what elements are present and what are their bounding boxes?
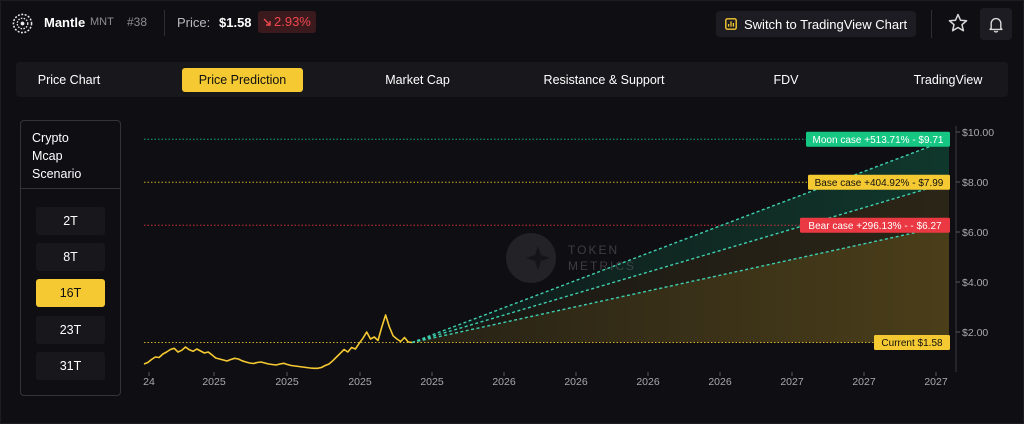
x-tick-label: 2026 — [708, 376, 732, 388]
price-prediction-chart: TOKEN METRICS $2.00 $4.00 $6.00 $8.00 $10.00… — [140, 120, 1024, 400]
current-label-bg — [874, 335, 950, 350]
header-divider-right — [931, 10, 932, 38]
switch-tradingview-button[interactable]: Switch to TradingView Chart — [716, 11, 917, 37]
scenario-2t-button[interactable]: 2T — [36, 207, 105, 235]
watermark-sparkle-icon — [526, 246, 550, 270]
x-tick-label: 2025 — [420, 376, 444, 388]
y-tick-label: $2.00 — [962, 327, 988, 339]
scenario-label-moon-case: Moon case +513.71% - $9.71 — [813, 135, 944, 146]
price-change-badge: 2.93% — [258, 11, 316, 33]
x-tick-label: 24 — [143, 376, 155, 388]
y-tick-label: $6.00 — [962, 227, 988, 239]
y-tick-label: $4.00 — [962, 277, 988, 289]
price-history — [143, 314, 413, 370]
watermark-line2: METRICS — [568, 259, 636, 273]
switch-tradingview-label: Switch to TradingView Chart — [744, 16, 908, 32]
mantle-logo-icon — [12, 13, 33, 34]
x-tick-label: 2026 — [492, 376, 516, 388]
scenario-panel-title: Crypto Mcap Scenario — [32, 131, 82, 181]
scenario-label-bg — [800, 217, 950, 233]
x-tick-label: 2027 — [852, 376, 876, 388]
tab-bar: Price Chart Price Prediction Market Cap … — [16, 62, 1008, 97]
scenario-31t-button[interactable]: 31T — [36, 352, 105, 380]
price-value: $1.58 — [219, 15, 252, 30]
tab-tradingview[interactable]: TradingView — [913, 73, 983, 87]
header: Mantle MNT #38 Price: $1.58 2.93% Switch… — [0, 0, 1024, 48]
coin-name: Mantle — [44, 15, 86, 30]
scenario-label-bg — [806, 131, 950, 147]
coin-rank: #38 — [127, 15, 148, 29]
bell-icon — [989, 17, 1003, 33]
notifications-button[interactable] — [980, 8, 1012, 40]
tab-fdv[interactable]: FDV — [773, 73, 799, 87]
projection-line-moon-case — [411, 138, 950, 344]
tab-resistance-support[interactable]: Resistance & Support — [543, 73, 665, 87]
x-tick-label: 2025 — [348, 376, 372, 388]
tab-market-cap[interactable]: Market Cap — [385, 73, 450, 87]
star-icon[interactable] — [947, 12, 969, 34]
x-tick-label: 2027 — [924, 376, 948, 388]
tab-price-chart[interactable]: Price Chart — [37, 73, 101, 87]
panel-divider — [21, 188, 120, 189]
x-axis: 24 2025 2025 2025 2025 2026 2026 2026 2026 2027 20… — [143, 372, 948, 388]
watermark: TOKEN METRICS — [506, 233, 636, 283]
scenario-label-base-case: Base case +404.92% - $7.99 — [815, 178, 944, 189]
chart-svg: TOKEN METRICS $2.00 $4.00 $6.00 $8.00 $10.00… — [143, 126, 994, 388]
arrow-down-right-icon — [263, 18, 271, 26]
projection-line-bear-case — [411, 224, 950, 344]
header-divider — [164, 10, 165, 36]
coin-symbol: MNT — [90, 16, 114, 28]
price-label: Price: — [177, 15, 211, 30]
tab-price-prediction[interactable]: Price Prediction — [182, 68, 303, 92]
target-lines — [144, 138, 950, 343]
x-tick-label: 2025 — [202, 376, 226, 388]
x-tick-label: 2027 — [780, 376, 804, 388]
y-tick-label: $8.00 — [962, 177, 988, 189]
y-tick-label: $10.00 — [962, 127, 994, 139]
current-price-label: Current $1.58 — [881, 338, 943, 349]
scenario-label-bear-case: Bear case +296.13% - - $6.27 — [808, 221, 942, 232]
price-history-line — [143, 314, 413, 370]
watermark-line1: TOKEN — [568, 243, 619, 257]
scenario-label-bg — [808, 174, 950, 190]
price-change-value: 2.93% — [274, 14, 311, 29]
scenario-labels: Moon case +513.71% - $9.71 Base case +404… — [800, 131, 950, 350]
chart-bar-icon — [725, 18, 737, 30]
y-axis: $2.00 $4.00 $6.00 $8.00 $10.00 — [955, 126, 994, 372]
scenario-panel: Crypto Mcap Scenario 2T 8T 16T 23T 31T — [20, 120, 121, 396]
projection-lines — [411, 138, 950, 344]
scenario-16t-button[interactable]: 16T — [36, 279, 105, 307]
x-tick-label: 2025 — [275, 376, 299, 388]
x-tick-label: 2026 — [564, 376, 588, 388]
scenario-8t-button[interactable]: 8T — [36, 243, 105, 271]
x-tick-label: 2026 — [636, 376, 660, 388]
scenario-23t-button[interactable]: 23T — [36, 316, 105, 344]
